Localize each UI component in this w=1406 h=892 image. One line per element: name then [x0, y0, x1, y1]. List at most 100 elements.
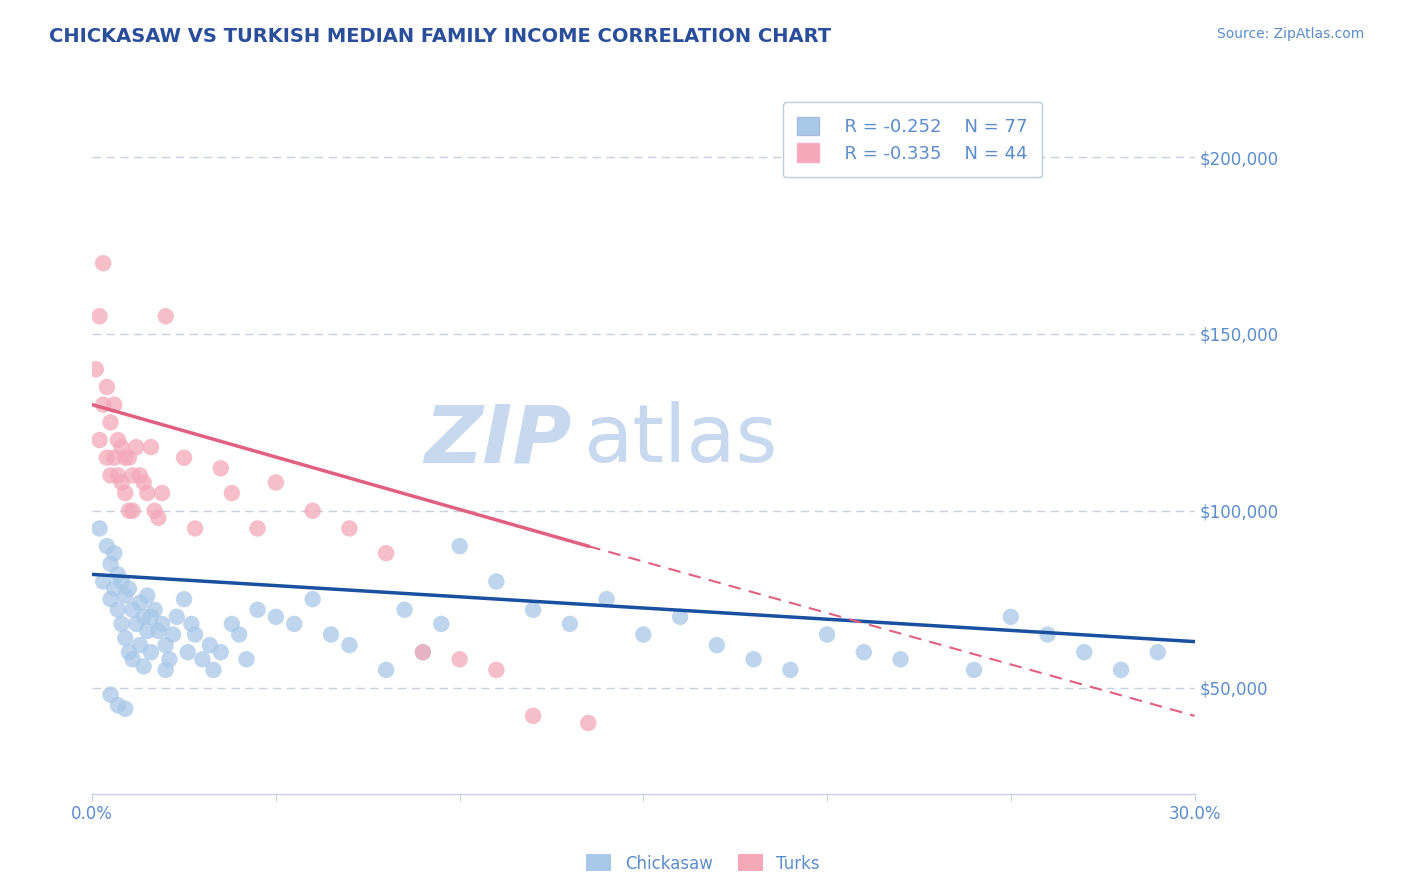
Point: [157, 652, 180, 666]
Point: [91, 574, 114, 589]
Point: [485, 663, 508, 677]
Point: [177, 645, 200, 659]
Point: [485, 574, 508, 589]
Text: atlas: atlas: [582, 401, 778, 479]
Point: [100, 468, 122, 483]
Point: [107, 433, 129, 447]
Point: [339, 521, 361, 535]
Point: [430, 616, 453, 631]
Point: [121, 504, 143, 518]
Point: [148, 624, 170, 638]
Point: [132, 475, 155, 490]
Legend: Chickasaw, Turks: Chickasaw, Turks: [579, 847, 827, 880]
Point: [110, 475, 132, 490]
Point: [815, 627, 838, 641]
Point: [96, 450, 118, 465]
Point: [394, 603, 416, 617]
Point: [136, 624, 159, 638]
Point: [114, 631, 136, 645]
Point: [100, 688, 122, 702]
Point: [100, 415, 122, 429]
Point: [221, 616, 243, 631]
Point: [522, 603, 544, 617]
Point: [319, 627, 342, 641]
Point: [132, 659, 155, 673]
Point: [103, 582, 125, 596]
Point: [114, 589, 136, 603]
Point: [148, 511, 170, 525]
Point: [110, 616, 132, 631]
Point: [301, 504, 323, 518]
Point: [1109, 663, 1132, 677]
Point: [198, 638, 221, 652]
Point: [742, 652, 765, 666]
Point: [96, 539, 118, 553]
Point: [184, 521, 207, 535]
Point: [103, 450, 125, 465]
Point: [121, 603, 143, 617]
Point: [103, 398, 125, 412]
Point: [1073, 645, 1095, 659]
Point: [118, 582, 141, 596]
Legend:   R = -0.252    N = 77,   R = -0.335    N = 44: R = -0.252 N = 77, R = -0.335 N = 44: [783, 103, 1042, 178]
Point: [132, 610, 155, 624]
Point: [339, 638, 361, 652]
Point: [84, 362, 107, 376]
Point: [963, 663, 986, 677]
Point: [375, 663, 398, 677]
Point: [89, 310, 111, 324]
Point: [118, 645, 141, 659]
Point: [173, 592, 195, 607]
Point: [173, 450, 195, 465]
Point: [180, 616, 202, 631]
Point: [89, 433, 111, 447]
Point: [209, 645, 232, 659]
Point: [852, 645, 875, 659]
Point: [125, 616, 148, 631]
Point: [202, 663, 225, 677]
Point: [301, 592, 323, 607]
Point: [96, 380, 118, 394]
Point: [91, 398, 114, 412]
Point: [114, 702, 136, 716]
Point: [139, 645, 162, 659]
Point: [166, 610, 188, 624]
Point: [246, 521, 269, 535]
Point: [522, 709, 544, 723]
Point: [100, 592, 122, 607]
Point: [150, 616, 173, 631]
Point: [114, 450, 136, 465]
Point: [184, 627, 207, 641]
Point: [449, 539, 471, 553]
Point: [162, 627, 184, 641]
Point: [209, 461, 232, 475]
Point: [633, 627, 655, 641]
Point: [129, 468, 152, 483]
Point: [155, 663, 177, 677]
Point: [1000, 610, 1022, 624]
Point: [228, 627, 250, 641]
Point: [221, 486, 243, 500]
Point: [449, 652, 471, 666]
Text: ZIP: ZIP: [425, 401, 572, 479]
Point: [669, 610, 692, 624]
Point: [264, 475, 287, 490]
Point: [89, 521, 111, 535]
Point: [107, 468, 129, 483]
Point: [1036, 627, 1059, 641]
Point: [136, 486, 159, 500]
Point: [129, 638, 152, 652]
Text: Source: ZipAtlas.com: Source: ZipAtlas.com: [1216, 27, 1364, 41]
Point: [139, 440, 162, 454]
Point: [246, 603, 269, 617]
Point: [235, 652, 257, 666]
Point: [264, 610, 287, 624]
Point: [107, 698, 129, 713]
Point: [143, 504, 166, 518]
Point: [779, 663, 801, 677]
Point: [143, 603, 166, 617]
Point: [706, 638, 728, 652]
Point: [412, 645, 434, 659]
Point: [118, 504, 141, 518]
Point: [107, 567, 129, 582]
